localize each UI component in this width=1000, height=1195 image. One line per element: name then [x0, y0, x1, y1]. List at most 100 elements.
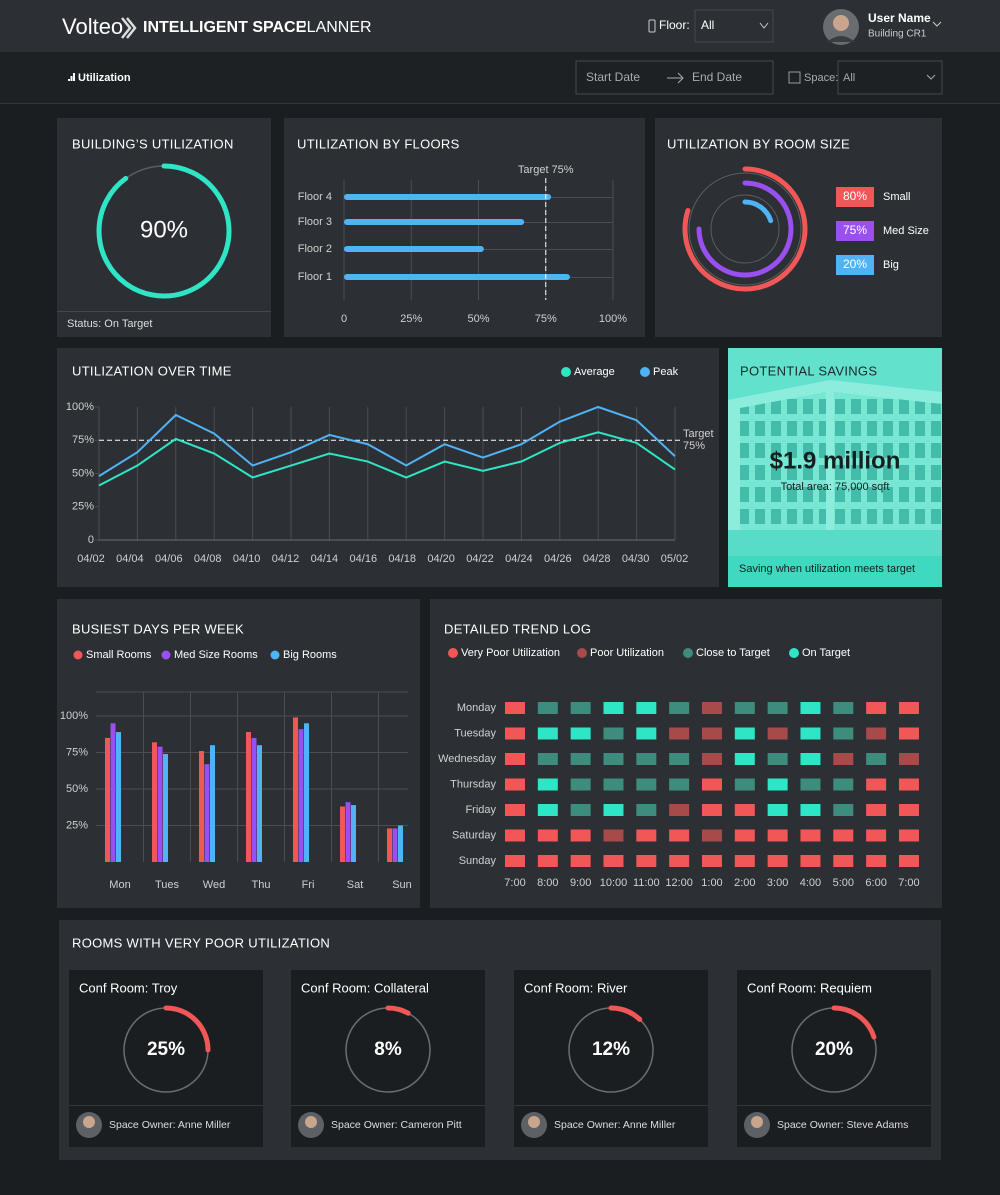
- owner: Space Owner: Steve Adams: [777, 1119, 908, 1131]
- cell: [898, 753, 919, 765]
- cell: [603, 753, 624, 765]
- line: [98, 405, 676, 478]
- cell: [603, 804, 624, 816]
- x-tick-label: 04/06: [155, 553, 183, 565]
- cell: [734, 727, 755, 740]
- cell: [570, 855, 591, 867]
- status: Status: On Target: [67, 318, 152, 330]
- cell: [767, 702, 788, 714]
- cell: [603, 829, 624, 842]
- cell: [570, 727, 591, 740]
- x-tick-label: 25%: [400, 313, 422, 325]
- column-label: 8:00: [537, 877, 558, 889]
- savings-amount: $1.9 million: [770, 447, 901, 474]
- cell: [537, 855, 558, 867]
- cell: [767, 804, 788, 816]
- cell: [505, 829, 525, 842]
- legend-dot: [683, 648, 693, 658]
- cell: [537, 727, 558, 740]
- cell: [701, 855, 722, 867]
- legend-pill: [836, 221, 874, 241]
- tab-icon: [68, 73, 75, 81]
- bar: [304, 723, 309, 862]
- legend-label: Peak: [653, 366, 679, 378]
- gauge-value: 20%: [815, 1039, 853, 1060]
- arrow: [667, 72, 684, 84]
- gauge-arc: [831, 1005, 877, 1040]
- brand-icon: [121, 17, 137, 39]
- cell: [767, 855, 788, 867]
- space-select[interactable]: [837, 60, 943, 95]
- x-tick-label: Sun: [392, 879, 412, 891]
- legend-dot: [577, 648, 587, 658]
- chevron: [926, 74, 936, 80]
- owner: Space Owner: Anne Miller: [109, 1119, 231, 1131]
- cell: [833, 702, 854, 714]
- end-date: End Date: [692, 70, 742, 84]
- cell: [603, 778, 624, 791]
- legend-label: Small: [883, 191, 911, 203]
- cell: [636, 855, 657, 867]
- legend-label: On Target: [802, 647, 850, 659]
- gauge-value: 8%: [374, 1039, 402, 1060]
- room-card: [737, 970, 931, 1147]
- x-tick-label: 0: [341, 313, 347, 325]
- row-label: Wednesday: [438, 753, 496, 765]
- cell: [570, 804, 591, 816]
- cell: [866, 753, 887, 765]
- bar: [110, 723, 116, 862]
- y-tick-label: 75%: [72, 434, 94, 446]
- cell: [701, 804, 722, 816]
- cell: [800, 804, 821, 816]
- overlay: [728, 348, 942, 587]
- cell: [866, 702, 887, 714]
- x-tick-label: 04/12: [272, 553, 300, 565]
- room-name: Conf Room: Requiem: [747, 980, 872, 995]
- panel-title: UTILIZATION OVER TIME: [72, 363, 232, 378]
- cell: [800, 829, 821, 842]
- bar: [204, 764, 210, 862]
- cell: [898, 727, 919, 740]
- floor-label: Floor:: [659, 18, 690, 32]
- legend-label: Med Size Rooms: [174, 649, 258, 661]
- cell: [636, 829, 657, 842]
- bar: [210, 745, 215, 862]
- cell: [800, 753, 821, 765]
- cell: [669, 702, 690, 714]
- x-tick-label: 100%: [599, 313, 627, 325]
- y-tick-label: 50%: [72, 467, 94, 479]
- x-tick-label: 04/28: [583, 553, 611, 565]
- tab[interactable]: Utilization: [78, 72, 131, 84]
- owner: Space Owner: Cameron Pitt: [331, 1119, 462, 1131]
- legend-label: Poor Utilization: [590, 647, 664, 659]
- room-name: Conf Room: Collateral: [301, 980, 429, 995]
- cell: [505, 727, 525, 740]
- panel-title: UTILIZATION BY ROOM SIZE: [667, 136, 850, 151]
- legend-label: Close to Target: [696, 647, 770, 659]
- cell: [866, 855, 887, 867]
- bar: [344, 246, 484, 252]
- user-building: Building CR1: [868, 29, 927, 40]
- bar: [392, 828, 398, 862]
- building-windows: [740, 392, 826, 530]
- bar: [199, 751, 204, 862]
- room-card: [291, 970, 485, 1147]
- cell: [570, 829, 591, 842]
- bar: [344, 219, 525, 225]
- bar: [398, 825, 403, 862]
- cell: [636, 753, 657, 765]
- user-name: User Name: [868, 11, 931, 25]
- bar: [344, 274, 570, 280]
- floor-select[interactable]: [694, 9, 774, 43]
- legend-label: Average: [574, 366, 615, 378]
- cell: [669, 727, 690, 740]
- y-tick-label: Floor 3: [298, 216, 332, 228]
- cell: [537, 778, 558, 791]
- cell: [669, 804, 690, 816]
- cell: [570, 778, 591, 791]
- x-tick-label: 04/16: [350, 553, 378, 565]
- column-label: 2:00: [734, 877, 755, 889]
- y-tick-label: 100%: [60, 710, 88, 722]
- row-label: Sunday: [459, 855, 497, 867]
- legend-label: Very Poor Utilization: [461, 647, 560, 659]
